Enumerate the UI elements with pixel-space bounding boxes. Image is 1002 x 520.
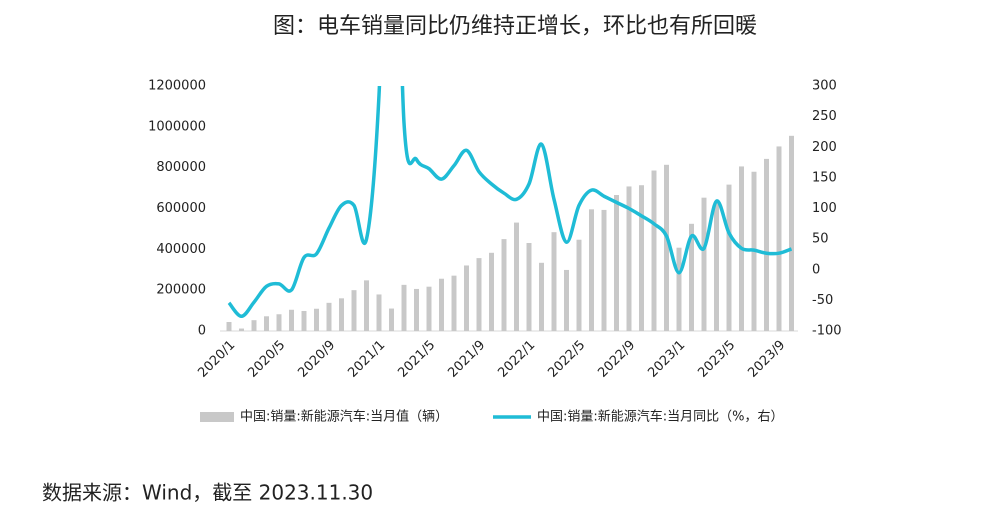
y-tick-label: 800000	[156, 160, 206, 175]
bar	[376, 294, 382, 331]
x-tick-label: 2023/1	[645, 338, 688, 381]
legend-label: 中国:销量:新能源汽车:当月同比（%，右）	[537, 409, 784, 425]
bar	[314, 308, 319, 331]
bar	[689, 223, 694, 331]
bar	[426, 286, 432, 331]
line	[227, 86, 793, 319]
bar	[239, 328, 244, 331]
bar	[701, 197, 707, 331]
y-tick-label: 1200000	[148, 79, 206, 94]
bar	[676, 247, 682, 331]
x-tick-label: 2023/5	[695, 338, 738, 381]
chart-title: 图：电车销量同比仍维持正增长，环比也有所回暖	[273, 14, 757, 39]
bar	[414, 288, 419, 331]
y-tick-label: 400000	[156, 242, 206, 257]
bar	[439, 278, 444, 331]
bar	[514, 222, 519, 331]
bar	[276, 314, 282, 331]
bar	[651, 170, 657, 331]
y2-tick-label: 150	[812, 170, 837, 185]
x-tick-label: 2021/5	[395, 338, 438, 381]
bar	[451, 275, 457, 331]
bar	[401, 284, 407, 331]
bar	[301, 310, 307, 331]
bar	[614, 195, 619, 331]
bar	[664, 164, 669, 331]
bar	[764, 158, 769, 331]
bar	[364, 280, 369, 331]
source-note: 数据来源：Wind，截至 2023.11.30	[42, 481, 373, 505]
y2-tick-label: 250	[812, 109, 837, 124]
bar	[626, 186, 632, 331]
bar	[351, 290, 357, 331]
bar	[389, 308, 394, 331]
x-tick-label: 2022/5	[545, 338, 588, 381]
bar	[539, 262, 544, 331]
bar	[251, 320, 257, 331]
bar	[526, 243, 532, 331]
x-tick-label: 2020/1	[195, 338, 238, 381]
x-tick-label: 2020/9	[295, 338, 338, 381]
bar	[489, 252, 494, 331]
x-tick-label: 2020/5	[245, 338, 288, 381]
bar	[639, 185, 644, 331]
line-layer	[227, 86, 793, 319]
legend-swatch	[200, 412, 234, 422]
x-tick-label: 2022/9	[595, 338, 638, 381]
bar	[289, 309, 294, 331]
x-tick-label: 2021/1	[345, 338, 388, 381]
bar	[226, 322, 232, 331]
y-tick-label: 600000	[156, 201, 206, 216]
y2-tick-label: 0	[812, 262, 820, 277]
bar	[789, 135, 794, 331]
y-tick-label: 1000000	[148, 119, 206, 134]
y2-tick-label: 300	[812, 79, 837, 94]
x-tick-label: 2022/1	[495, 338, 538, 381]
bar	[476, 258, 482, 331]
y2-tick-label: -50	[812, 293, 833, 308]
y2-tick-label: -100	[812, 324, 842, 339]
y2-tick-label: 50	[812, 232, 829, 247]
bar	[776, 146, 782, 331]
y2-tick-label: 100	[812, 201, 837, 216]
bar	[339, 298, 344, 331]
bar	[714, 201, 719, 331]
bar	[564, 269, 569, 331]
bar	[726, 184, 732, 331]
x-tick-label: 2021/9	[445, 338, 488, 381]
bar	[551, 232, 557, 331]
y-tick-label: 200000	[156, 283, 206, 298]
bar	[264, 316, 269, 331]
bar	[589, 209, 594, 331]
bar	[601, 209, 607, 331]
x-tick-label: 2023/9	[745, 338, 788, 381]
bar	[464, 265, 469, 331]
bar	[501, 239, 507, 331]
bar	[576, 239, 582, 331]
y-tick-label: 0	[198, 324, 206, 339]
legend-label: 中国:销量:新能源汽车:当月值（辆）	[240, 409, 448, 425]
y2-tick-label: 200	[812, 140, 837, 155]
bar	[326, 302, 332, 331]
